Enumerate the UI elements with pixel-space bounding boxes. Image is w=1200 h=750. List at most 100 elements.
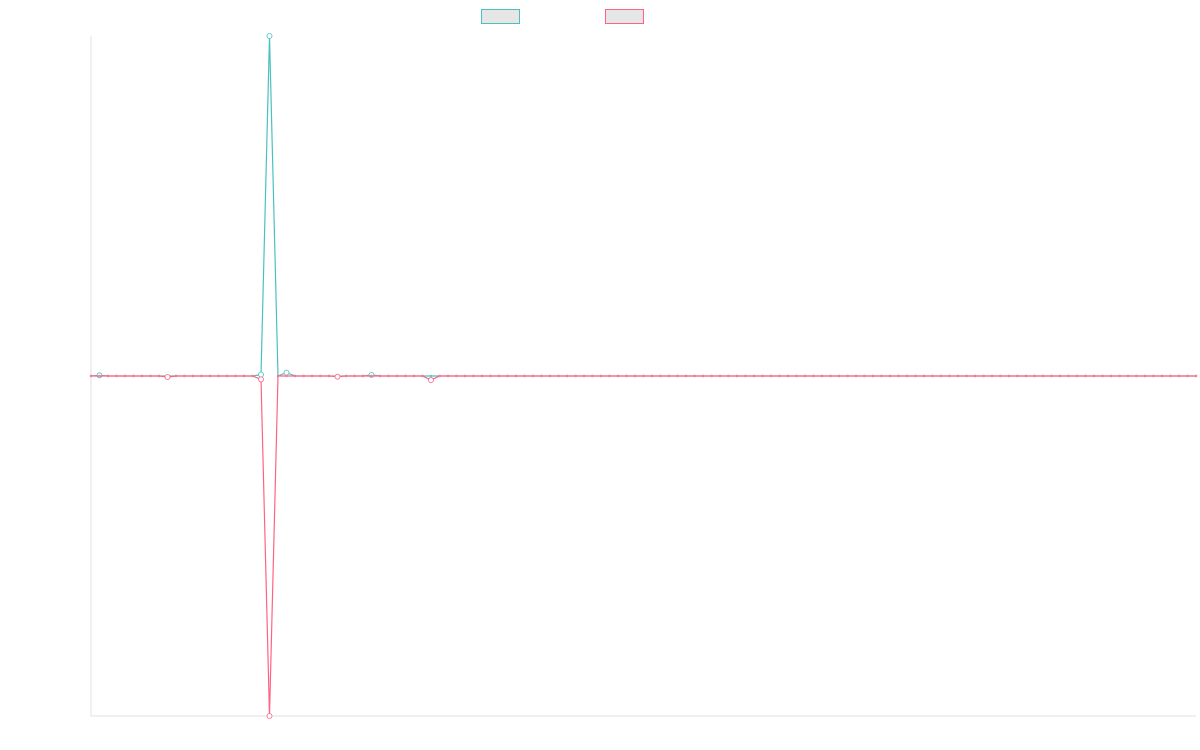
series-2-point[interactable] bbox=[208, 374, 212, 378]
series-2-point[interactable] bbox=[1186, 374, 1189, 378]
series-2-point[interactable] bbox=[1092, 374, 1096, 378]
series-2-point[interactable] bbox=[1101, 374, 1104, 378]
series-2-point[interactable] bbox=[174, 374, 178, 378]
series-2-point[interactable] bbox=[574, 374, 577, 378]
series-2-point[interactable] bbox=[795, 374, 798, 378]
series-2-point[interactable] bbox=[642, 374, 645, 378]
series-line-1[interactable] bbox=[90, 35, 1196, 377]
series-2-point[interactable] bbox=[837, 374, 841, 378]
series-2-point[interactable] bbox=[591, 374, 594, 378]
series-2-point[interactable] bbox=[1016, 374, 1019, 378]
series-2-point[interactable] bbox=[829, 374, 832, 378]
series-1-point[interactable] bbox=[429, 374, 433, 378]
series-2-point[interactable] bbox=[1169, 374, 1172, 378]
series-2-point[interactable] bbox=[1084, 374, 1087, 378]
series-2-point[interactable] bbox=[888, 374, 892, 378]
series-2-point[interactable] bbox=[863, 374, 866, 378]
series-2-point[interactable] bbox=[361, 374, 365, 378]
series-2-point[interactable] bbox=[217, 374, 220, 378]
series-2-point[interactable] bbox=[506, 374, 509, 378]
series-2-point[interactable] bbox=[540, 374, 543, 378]
series-2-point[interactable] bbox=[1109, 374, 1113, 378]
series-2-point[interactable] bbox=[973, 374, 977, 378]
series-2-point[interactable] bbox=[115, 374, 118, 378]
series-2-point[interactable] bbox=[752, 374, 756, 378]
series-2-point[interactable] bbox=[1033, 374, 1036, 378]
series-2-point[interactable] bbox=[89, 374, 93, 378]
series-2-point[interactable] bbox=[302, 374, 305, 378]
series-2-point[interactable] bbox=[710, 374, 713, 378]
series-2-point[interactable] bbox=[693, 374, 696, 378]
series-2-point[interactable] bbox=[489, 374, 492, 378]
series-2-point[interactable] bbox=[1160, 374, 1164, 378]
series-2-point[interactable] bbox=[334, 373, 341, 380]
series-2-point[interactable] bbox=[939, 374, 943, 378]
series-2-point[interactable] bbox=[523, 374, 526, 378]
series-2-point[interactable] bbox=[1058, 374, 1062, 378]
series-2-point[interactable] bbox=[599, 374, 603, 378]
series-2-point[interactable] bbox=[123, 374, 127, 378]
series-2-point[interactable] bbox=[548, 374, 552, 378]
series-2-point[interactable] bbox=[744, 374, 747, 378]
series-2-point[interactable] bbox=[140, 374, 144, 378]
series-2-point[interactable] bbox=[676, 374, 679, 378]
series-2-point[interactable] bbox=[1126, 374, 1130, 378]
series-2-point[interactable] bbox=[1050, 374, 1053, 378]
series-2-point[interactable] bbox=[1041, 374, 1045, 378]
series-2-point[interactable] bbox=[514, 374, 518, 378]
series-2-point[interactable] bbox=[778, 374, 781, 378]
series-2-point[interactable] bbox=[854, 374, 858, 378]
series-2-point[interactable] bbox=[412, 374, 416, 378]
series-2-point[interactable] bbox=[565, 374, 569, 378]
series-2-point[interactable] bbox=[191, 374, 195, 378]
series-2-point[interactable] bbox=[880, 374, 883, 378]
series-2-point[interactable] bbox=[370, 374, 373, 378]
series-2-point[interactable] bbox=[769, 374, 773, 378]
series-2-point[interactable] bbox=[293, 374, 297, 378]
series-2-point[interactable] bbox=[582, 374, 586, 378]
series-2-point[interactable] bbox=[531, 374, 535, 378]
series-2-point[interactable] bbox=[871, 374, 875, 378]
series-2-point[interactable] bbox=[258, 376, 264, 383]
series-2-point[interactable] bbox=[404, 374, 407, 378]
series-2-point[interactable] bbox=[1143, 374, 1147, 378]
series-2-point[interactable] bbox=[472, 374, 475, 378]
series-2-point[interactable] bbox=[319, 374, 322, 378]
series-2-point[interactable] bbox=[387, 374, 390, 378]
series-2-point[interactable] bbox=[616, 374, 620, 378]
series-2-point[interactable] bbox=[251, 374, 254, 378]
series-2-point[interactable] bbox=[701, 374, 705, 378]
series-2-point[interactable] bbox=[1194, 374, 1198, 378]
legend-swatch-series-2[interactable] bbox=[605, 9, 644, 24]
series-2-point[interactable] bbox=[310, 374, 314, 378]
series-2-point[interactable] bbox=[982, 374, 985, 378]
series-2-point[interactable] bbox=[897, 374, 900, 378]
series-2-point[interactable] bbox=[242, 374, 246, 378]
series-1-point[interactable] bbox=[283, 369, 290, 376]
series-2-point[interactable] bbox=[234, 374, 237, 378]
series-2-point[interactable] bbox=[956, 374, 960, 378]
series-1-point[interactable] bbox=[258, 371, 264, 378]
series-2-point[interactable] bbox=[1135, 374, 1138, 378]
series-2-point[interactable] bbox=[183, 374, 186, 378]
series-2-point[interactable] bbox=[931, 374, 934, 378]
series-2-point[interactable] bbox=[999, 374, 1002, 378]
series-2-point[interactable] bbox=[948, 374, 951, 378]
series-2-point[interactable] bbox=[1007, 374, 1011, 378]
series-2-point[interactable] bbox=[327, 374, 331, 378]
series-2-point[interactable] bbox=[132, 374, 135, 378]
series-2-point[interactable] bbox=[1024, 374, 1028, 378]
series-2-point[interactable] bbox=[557, 374, 560, 378]
series-2-point[interactable] bbox=[786, 374, 790, 378]
series-2-point[interactable] bbox=[650, 374, 654, 378]
series-2-point[interactable] bbox=[922, 374, 926, 378]
series-2-point[interactable] bbox=[633, 374, 637, 378]
series-2-point[interactable] bbox=[1067, 374, 1070, 378]
series-2-point[interactable] bbox=[1118, 374, 1121, 378]
series-2-point[interactable] bbox=[164, 374, 171, 380]
series-2-point[interactable] bbox=[428, 377, 434, 383]
series-2-point[interactable] bbox=[225, 374, 229, 378]
series-2-point[interactable] bbox=[608, 374, 611, 378]
series-2-point[interactable] bbox=[1075, 374, 1079, 378]
series-2-point[interactable] bbox=[463, 374, 467, 378]
